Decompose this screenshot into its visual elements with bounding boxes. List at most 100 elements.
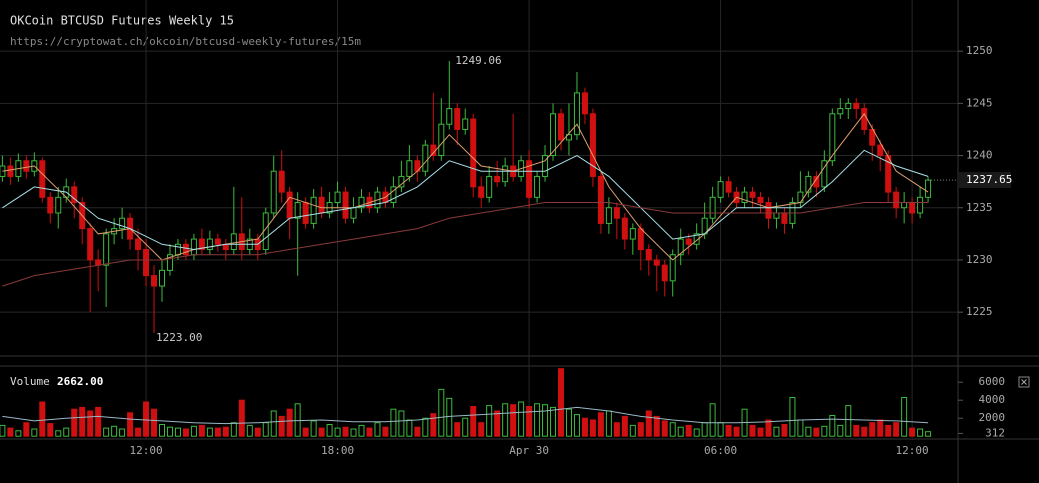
candle-body bbox=[278, 170, 285, 193]
volume-bar bbox=[230, 422, 237, 437]
volume-bar bbox=[621, 415, 628, 437]
candle-body bbox=[526, 160, 533, 198]
volume-bar bbox=[853, 424, 860, 437]
volume-bar bbox=[111, 425, 118, 437]
volume-bar bbox=[374, 422, 381, 437]
volume-bar bbox=[797, 419, 804, 437]
candle-body bbox=[757, 196, 764, 204]
volume-bar bbox=[486, 405, 493, 437]
candle-body bbox=[821, 160, 828, 188]
candle-body bbox=[917, 196, 924, 214]
volume-bar bbox=[717, 422, 724, 437]
candle-body bbox=[422, 144, 429, 172]
volume-bar bbox=[613, 422, 620, 437]
candle-body bbox=[621, 217, 628, 240]
volume-bar bbox=[358, 424, 365, 437]
volume-bar bbox=[765, 419, 772, 437]
volume-bar bbox=[789, 397, 796, 437]
y-tick-label: 312 bbox=[985, 426, 1005, 439]
volume-bar bbox=[534, 403, 541, 437]
candle-body bbox=[893, 191, 900, 209]
candle-body bbox=[39, 160, 46, 198]
chart-subtitle: https://cryptowat.ch/okcoin/btcusd-weekl… bbox=[10, 35, 361, 48]
volume-bar bbox=[526, 406, 533, 437]
candle-body bbox=[542, 155, 549, 177]
volume-bar bbox=[597, 412, 604, 437]
candle-body bbox=[901, 202, 908, 209]
volume-bar bbox=[15, 430, 22, 437]
volume-bar bbox=[214, 427, 221, 437]
candle-body bbox=[143, 249, 150, 277]
volume-bar bbox=[502, 403, 509, 437]
y-tick-label: 1230 bbox=[966, 253, 993, 266]
volume-bar bbox=[845, 405, 852, 437]
volume-bar bbox=[342, 426, 349, 437]
volume-bar bbox=[550, 406, 557, 437]
candle-body bbox=[135, 238, 142, 251]
candle-body bbox=[805, 175, 812, 193]
volume-bar bbox=[478, 422, 485, 437]
volume-bar bbox=[55, 430, 62, 437]
candle-body bbox=[717, 181, 724, 198]
volume-bar bbox=[589, 419, 596, 437]
volume-bar bbox=[382, 426, 389, 437]
volume-bar bbox=[334, 427, 341, 437]
candle-body bbox=[406, 160, 413, 177]
volume-label: Volume bbox=[10, 375, 50, 388]
chart-title: OKCoin BTCUSD Futures Weekly 15 bbox=[10, 14, 234, 28]
candle-body bbox=[7, 165, 14, 177]
candle-body bbox=[358, 196, 365, 209]
x-tick-label: 18:00 bbox=[321, 444, 354, 457]
candle-body bbox=[534, 175, 541, 198]
y-tick-label: 1240 bbox=[966, 149, 993, 162]
candle-body bbox=[725, 181, 732, 193]
candle-body bbox=[87, 228, 94, 261]
candle-body bbox=[605, 207, 612, 224]
candle-body bbox=[206, 238, 213, 251]
last-price-label: 1237.65 bbox=[966, 173, 1012, 186]
volume-bar bbox=[159, 424, 165, 437]
candle-body bbox=[190, 238, 197, 256]
y-tick-label: 1225 bbox=[966, 305, 993, 318]
volume-bar bbox=[246, 424, 253, 437]
candle-body bbox=[230, 233, 237, 251]
volume-bar bbox=[446, 397, 453, 437]
volume-bar bbox=[518, 401, 525, 437]
candle-body bbox=[885, 155, 892, 193]
candle-body bbox=[103, 233, 110, 266]
volume-bar bbox=[302, 427, 309, 437]
close-button[interactable] bbox=[1018, 376, 1030, 388]
candle-body bbox=[637, 228, 644, 251]
candle-body bbox=[709, 196, 716, 219]
volume-bar bbox=[310, 420, 317, 437]
volume-bar bbox=[47, 423, 54, 437]
volume-bar bbox=[39, 401, 46, 437]
candle-body bbox=[773, 212, 780, 219]
candle-body bbox=[151, 275, 158, 287]
volume-bar bbox=[454, 422, 461, 437]
volume-bar bbox=[677, 426, 684, 437]
volume-bar bbox=[23, 422, 30, 437]
volume-bar bbox=[637, 422, 644, 437]
last-price-box bbox=[959, 172, 1011, 189]
volume-bar bbox=[438, 388, 445, 437]
volume-bar bbox=[813, 427, 820, 437]
close-icon[interactable] bbox=[1021, 379, 1027, 385]
volume-bar bbox=[254, 427, 261, 437]
volume-bar bbox=[326, 424, 333, 437]
candle-body bbox=[334, 191, 341, 204]
high-annotation: 1249.06 bbox=[455, 54, 501, 67]
close-box[interactable] bbox=[1018, 376, 1030, 388]
candle-body bbox=[47, 196, 54, 214]
candle-body bbox=[877, 144, 884, 157]
volume-bar bbox=[821, 425, 828, 437]
volume-bar bbox=[805, 426, 812, 437]
volume-bar bbox=[581, 417, 588, 437]
candle-body bbox=[829, 113, 836, 162]
volume-bar bbox=[470, 406, 477, 437]
volume-bar bbox=[861, 426, 868, 437]
volume-bar bbox=[573, 414, 580, 437]
y-tick-label: 1235 bbox=[966, 201, 993, 214]
candle-body bbox=[174, 243, 181, 256]
volume-bar bbox=[909, 427, 916, 437]
